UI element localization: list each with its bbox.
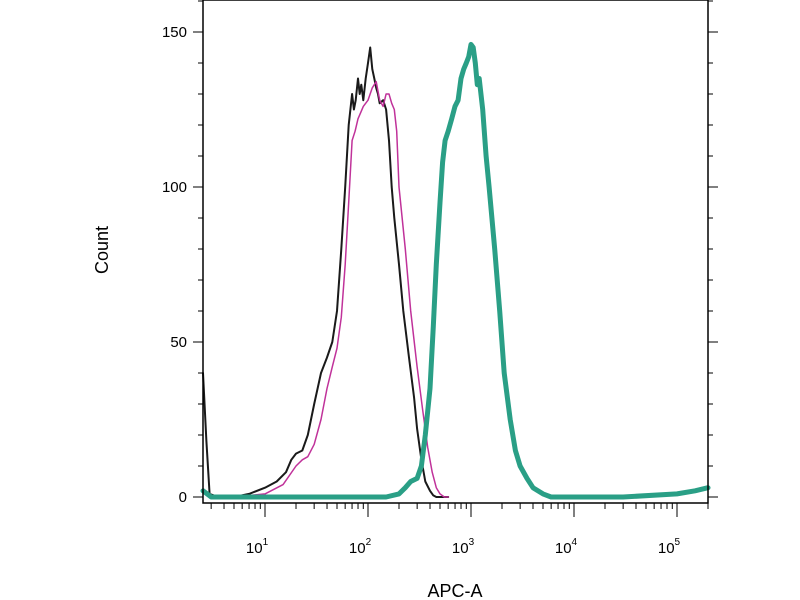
y-tick-label: 100 (162, 179, 187, 196)
x-tick-label: 103 (452, 537, 475, 557)
y-tick-label: 0 (179, 489, 187, 506)
x-tick-label: 104 (555, 537, 578, 557)
y-tick-label: 50 (170, 334, 187, 351)
y-tick-label: 150 (162, 24, 187, 41)
x-tick-label: 101 (246, 537, 269, 557)
series-line-1 (202, 46, 450, 498)
x-tick-label: 105 (658, 537, 681, 557)
series-line-2 (233, 80, 449, 498)
y-tick-labels: 0 50 100 150 (162, 24, 187, 506)
series-line-3 (200, 41, 711, 500)
series-group (200, 41, 711, 500)
axis-ticks (193, 0, 718, 517)
x-axis-title: APC-A (427, 581, 482, 600)
plot-frame (202, 0, 709, 504)
x-tick-label: 102 (349, 537, 372, 557)
y-axis-title: Count (92, 226, 112, 274)
x-tick-labels: 101 102 103 104 105 (246, 537, 681, 557)
